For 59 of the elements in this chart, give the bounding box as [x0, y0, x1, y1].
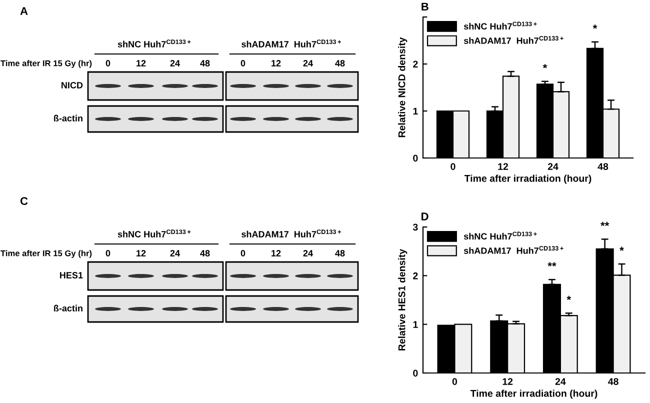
- x-tick-label: 12: [498, 163, 508, 170]
- y-tick-label: 2: [413, 60, 418, 68]
- chart-title: D: [422, 212, 428, 220]
- annotation: **: [600, 222, 610, 226]
- annotation: *: [620, 246, 624, 251]
- text: 12: [272, 250, 281, 256]
- text: 12: [136, 250, 146, 256]
- annotation: *: [592, 24, 598, 29]
- y-tick-label: 1: [413, 321, 418, 328]
- text: shADAM17 Huh7$^{CD133+}$: [242, 230, 341, 238]
- text: A: [20, 7, 28, 15]
- text: ß-actin: [54, 304, 82, 312]
- text: 24: [303, 60, 313, 66]
- y-tick-label: 2: [413, 272, 418, 280]
- text: 48: [335, 250, 345, 256]
- y-tick-label: 0: [413, 370, 418, 377]
- x-axis-title: Time after irradiation (hour): [464, 174, 592, 184]
- text: 24: [303, 250, 313, 256]
- text: 48: [200, 250, 210, 256]
- text: 48: [335, 60, 345, 66]
- x-tick-label: 12: [502, 378, 513, 385]
- x-tick-label: 24: [548, 163, 558, 170]
- legend-label: shNC Huh7$^{CD133+}$: [464, 232, 537, 240]
- annotation: **: [548, 262, 556, 266]
- text: 12: [272, 60, 281, 66]
- legend-label: shNC Huh7$^{CD133+}$: [464, 22, 537, 30]
- y-tick-label: 0: [413, 154, 418, 162]
- chart-title: B: [422, 2, 428, 10]
- text: 48: [200, 60, 210, 66]
- text: 0: [240, 250, 246, 256]
- y-tick-label: 3: [412, 224, 418, 231]
- text: C: [20, 197, 28, 205]
- text: shNC Huh7$^{CD133+}$: [118, 230, 191, 238]
- x-axis-title: Time after irradiation (hour): [470, 390, 598, 399]
- x-tick-label: 48: [598, 163, 608, 170]
- x-tick-label: 0: [452, 378, 458, 385]
- x-tick-label: 0: [450, 163, 456, 170]
- text: 24: [170, 250, 180, 256]
- text: HES1: [60, 272, 83, 278]
- text: 12: [136, 60, 146, 66]
- legend-label: shADAM17 Huh7$^{CD133+}$: [464, 246, 564, 254]
- text: ß-actin: [54, 114, 82, 122]
- text: shNC Huh7$^{CD133+}$: [118, 40, 191, 48]
- text: shADAM17 Huh7$^{CD133+}$: [242, 40, 341, 48]
- text: NICD: [62, 82, 83, 88]
- text: 0: [106, 60, 110, 66]
- text: 24: [170, 60, 180, 66]
- text: 0: [106, 250, 110, 256]
- x-tick-label: 24: [555, 378, 566, 385]
- y-axis-title: Relative HES1 density: [398, 248, 408, 350]
- annotation: *: [566, 296, 572, 300]
- text: 0: [240, 60, 246, 66]
- text: Time after IR 15 Gy (hr): [0, 250, 92, 258]
- annotation: *: [542, 64, 548, 68]
- y-axis-title: Relative NICD density: [398, 37, 408, 138]
- text: Time after IR 15 Gy (hr): [0, 60, 92, 68]
- x-tick-label: 48: [608, 378, 618, 385]
- legend-label: shADAM17 Huh7$^{CD133+}$: [464, 36, 564, 44]
- y-tick-label: 1: [413, 108, 418, 115]
